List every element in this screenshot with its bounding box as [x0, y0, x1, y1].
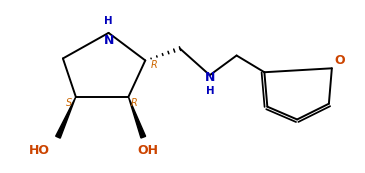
Text: HO: HO [28, 144, 50, 157]
Text: S: S [66, 98, 72, 108]
Text: N: N [103, 34, 114, 47]
Text: N: N [205, 71, 215, 84]
Text: H: H [205, 86, 214, 96]
Text: R: R [150, 60, 157, 70]
Text: O: O [334, 54, 345, 67]
Polygon shape [128, 97, 146, 138]
Text: OH: OH [138, 144, 159, 157]
Text: R: R [130, 98, 137, 108]
Polygon shape [56, 97, 76, 138]
Text: H: H [104, 16, 113, 26]
